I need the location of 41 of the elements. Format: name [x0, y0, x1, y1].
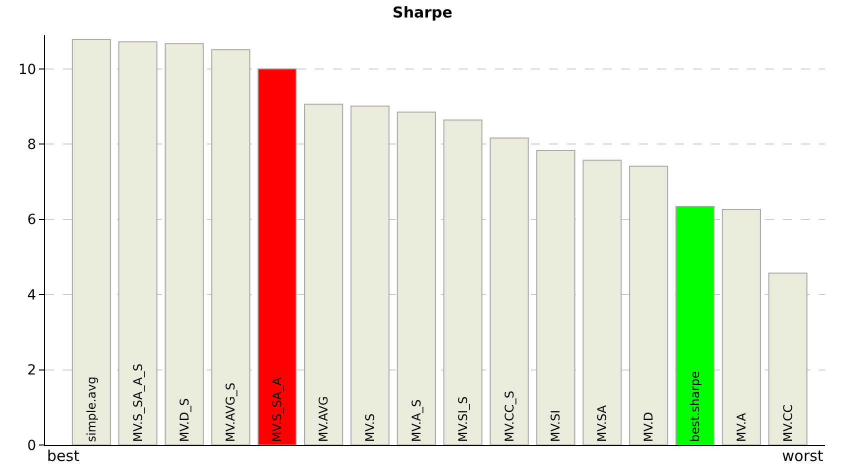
bar	[396, 112, 436, 445]
bar	[72, 39, 111, 445]
bar	[675, 206, 715, 445]
bar	[211, 49, 250, 445]
x-tick-label: simple.avg	[84, 376, 98, 442]
x-tick-label: MV.S_SA_A	[270, 376, 284, 442]
x-tick-label: MV.D_S	[177, 398, 192, 442]
x-tick-label: MV.A	[734, 412, 748, 442]
text: best	[47, 447, 80, 465]
bar	[258, 68, 297, 445]
x-tick-label: MV.CC	[780, 404, 795, 442]
x-tick-label: MV.SI	[548, 410, 563, 442]
x-tick-label: MV.SA	[595, 404, 610, 442]
y-tick-label: 4	[27, 287, 36, 304]
x-tick-label: MV.S	[363, 414, 377, 442]
x-tick-label: best.sharpe	[688, 371, 702, 442]
chart-title: Sharpe	[392, 4, 452, 22]
bar	[118, 41, 158, 445]
y-tick-label: 8	[27, 136, 36, 153]
x-tick-label: MV.CC_S	[502, 390, 516, 442]
x-tick-label: MV.S_SA_A_S	[130, 364, 145, 442]
x-tick-label: MV.SI_S	[456, 396, 470, 442]
bar	[768, 272, 808, 445]
bar	[629, 166, 668, 445]
x-tick-label: MV.D	[642, 412, 656, 442]
bar	[443, 120, 482, 445]
bar	[350, 106, 390, 445]
x-tick-label: MV.AVG_S	[224, 382, 238, 442]
x-tick-label: MV.A_S	[409, 399, 424, 442]
bar	[490, 138, 529, 445]
text: worst	[782, 447, 824, 465]
y-tick-label: 0	[27, 438, 36, 454]
y-tick-label: 10	[18, 62, 36, 78]
bar	[164, 43, 204, 445]
bar	[722, 209, 761, 445]
bar	[304, 104, 344, 445]
x-tick-label: MV.AVG	[316, 396, 331, 442]
y-tick-label: 6	[27, 212, 36, 228]
bar	[582, 160, 622, 445]
bar	[536, 150, 576, 445]
y-tick-label: 2	[27, 362, 36, 379]
